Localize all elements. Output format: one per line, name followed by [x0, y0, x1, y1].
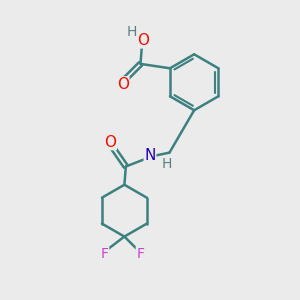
Text: F: F	[136, 247, 144, 261]
Text: N: N	[144, 148, 156, 163]
Text: O: O	[104, 134, 116, 149]
Text: H: H	[161, 158, 172, 171]
Text: F: F	[101, 247, 109, 261]
Text: H: H	[127, 26, 137, 39]
Text: O: O	[137, 33, 149, 48]
Text: O: O	[117, 77, 129, 92]
